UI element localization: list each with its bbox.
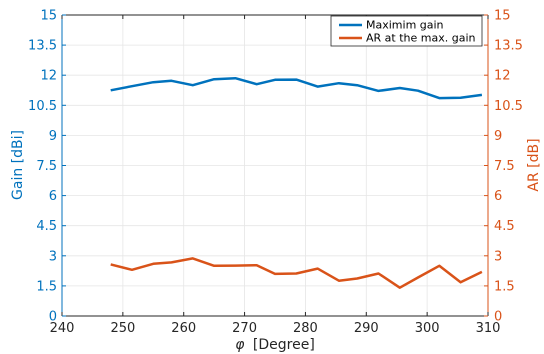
y-right-tick-label-6: 9 <box>494 129 502 144</box>
series <box>110 76 483 289</box>
x-tick-label-7: 310 <box>476 321 501 336</box>
y-right-tick-label-5: 7.5 <box>494 159 515 174</box>
x-tick-label-1: 250 <box>110 321 135 336</box>
legend-label-ar: AR at the max. gain <box>366 32 476 45</box>
y-left-tick-label-4: 6 <box>49 189 57 204</box>
x-tick-label-3: 270 <box>232 321 257 336</box>
y-axis-left-title: Gain [dBi] <box>10 130 26 200</box>
y-left-tick-label-5: 7.5 <box>36 159 57 174</box>
legend-label-gain: Maximim gain <box>366 19 444 32</box>
y-left-tick-label-9: 13.5 <box>28 39 57 54</box>
legend-box <box>330 15 483 47</box>
y-left-tick-label-1: 1.5 <box>36 279 57 294</box>
y-right-tick-label-3: 4.5 <box>494 219 515 234</box>
y-right-tick-label-4: 6 <box>494 189 502 204</box>
x-tick-label-5: 290 <box>354 321 379 336</box>
grid <box>61 14 489 317</box>
y-right-tick-label-8: 12 <box>494 69 511 84</box>
x-axis-title-text: [Degree] <box>253 337 315 353</box>
y-left-tick-label-8: 12 <box>40 69 57 84</box>
x-axis-title: φ [Degree] <box>235 337 315 353</box>
y-left-tick-label-2: 3 <box>49 249 57 264</box>
y-right-tick-label-1: 1.5 <box>494 279 515 294</box>
x-tick-label-0: 240 <box>50 321 75 336</box>
y-right-tick-label-9: 13.5 <box>494 39 523 54</box>
y-right-tick-label-7: 10.5 <box>494 99 523 114</box>
y-left-tick-label-0: 0 <box>49 310 57 325</box>
y-right-tick-label-2: 3 <box>494 249 502 264</box>
y-right-tick-label-0: 0 <box>494 310 502 325</box>
y-left-tick-label-6: 9 <box>49 129 57 144</box>
legend: Maximim gain AR at the max. gain <box>330 15 483 47</box>
x-tick-label-2: 260 <box>171 321 196 336</box>
y-left-tick-label-10: 15 <box>40 9 57 24</box>
x-tick-label-4: 280 <box>293 321 318 336</box>
x-tick-label-6: 300 <box>415 321 440 336</box>
y-left-tick-label-7: 10.5 <box>28 99 57 114</box>
y-right-tick-label-10: 15 <box>494 9 511 24</box>
y-left-tick-label-3: 4.5 <box>36 219 57 234</box>
x-axis-title-symbol: φ <box>235 337 245 353</box>
y-axis-right-title: AR [dB] <box>526 138 542 191</box>
